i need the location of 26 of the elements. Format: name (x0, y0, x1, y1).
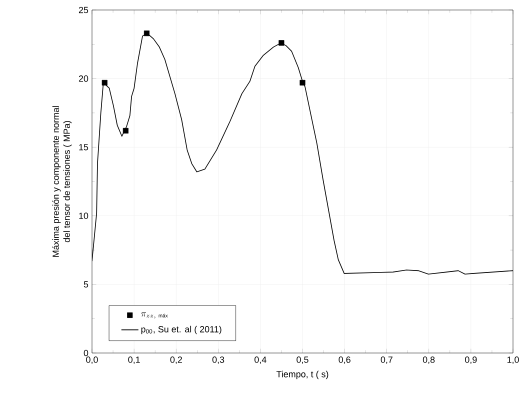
x-tick-label: 0,5 (296, 356, 308, 364)
x-tick-label: 0,6 (338, 356, 350, 364)
x-tick-label: 0,1 (128, 356, 140, 364)
y-tick-label: 20 (78, 75, 88, 82)
y-tick-label: 10 (79, 212, 88, 219)
x-tick-label: 0,8 (422, 356, 435, 364)
y-axis-title: Máxima presión y componente normal del tensor de tensiones ( MPa) (52, 106, 72, 257)
legend-label: $\pi_{zz,\ \mbox{\tiny máx}}$ (141, 312, 168, 319)
y-tick-label: 25 (78, 6, 88, 14)
x-tick-label: 1,0 (507, 356, 519, 364)
x-tick-label: 0,3 (212, 356, 224, 364)
point (278, 40, 284, 46)
x-tick-label: 0,0 (86, 356, 98, 364)
x-tick-label: 0,7 (380, 356, 392, 364)
x-tick-label: 0,2 (170, 356, 182, 364)
x-axis-title: Tiempo, t ( s) (276, 370, 328, 380)
point (102, 80, 108, 86)
x-tick-label: 0,9 (465, 356, 477, 364)
legend-label: p$_{00}$, Su et. al ( 2011) (141, 326, 222, 334)
point (122, 128, 128, 134)
point (300, 80, 306, 86)
x-tick-label: 0,4 (254, 356, 266, 364)
y-tick-label: 5 (84, 281, 88, 288)
y-tick-label: 15 (79, 144, 88, 150)
point (144, 30, 150, 36)
y-tick-label: 0 (84, 350, 88, 356)
